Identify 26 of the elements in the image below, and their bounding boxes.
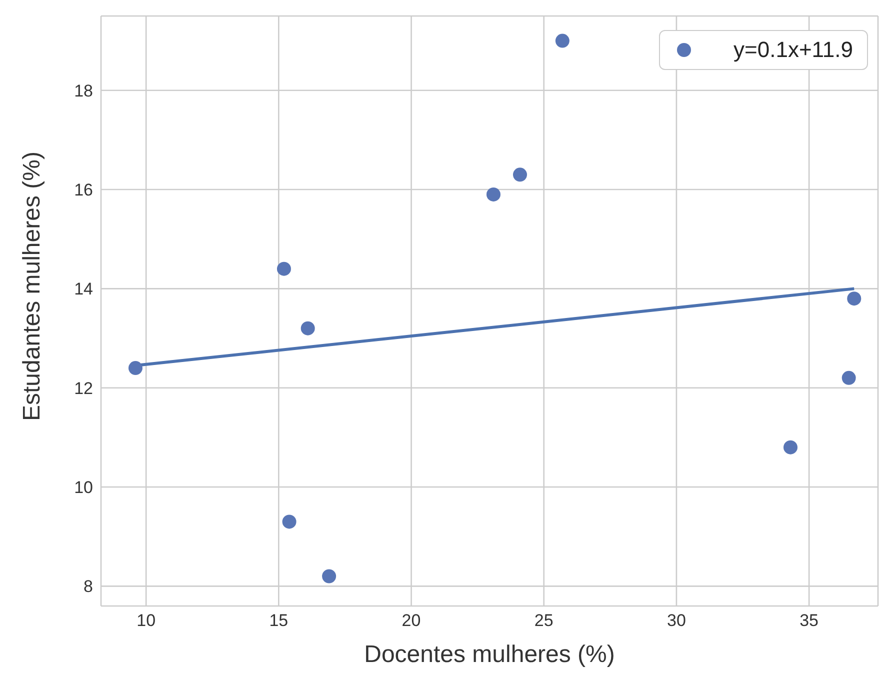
point [128,361,142,376]
point [276,262,291,276]
y-tick-label: 8 [84,577,93,596]
x-axis-title: Docentes mulheres (%) [364,641,615,668]
y-tick-label: 12 [74,378,93,398]
point [842,370,856,385]
x-tick-label: 20 [402,611,421,630]
y-tick-label: 16 [74,180,93,200]
y-tick-label: 10 [74,478,93,498]
point [555,34,570,48]
point [282,514,296,529]
point [486,187,500,202]
y-axis-title: Estudantes mulheres (%) [18,152,46,421]
legend-label: y=0.1x+11.9 [734,37,853,63]
x-tick-label: 15 [269,611,288,630]
point [783,440,798,454]
point [512,168,527,182]
point [847,292,862,306]
x-tick-label: 25 [534,611,554,630]
point [322,569,336,584]
point [300,321,315,336]
x-tick-label: 35 [800,611,819,630]
x-tick-label: 30 [666,611,686,630]
x-tick-label: 10 [136,611,156,630]
y-tick-label: 18 [74,81,93,100]
y-tick-label: 14 [74,280,93,299]
